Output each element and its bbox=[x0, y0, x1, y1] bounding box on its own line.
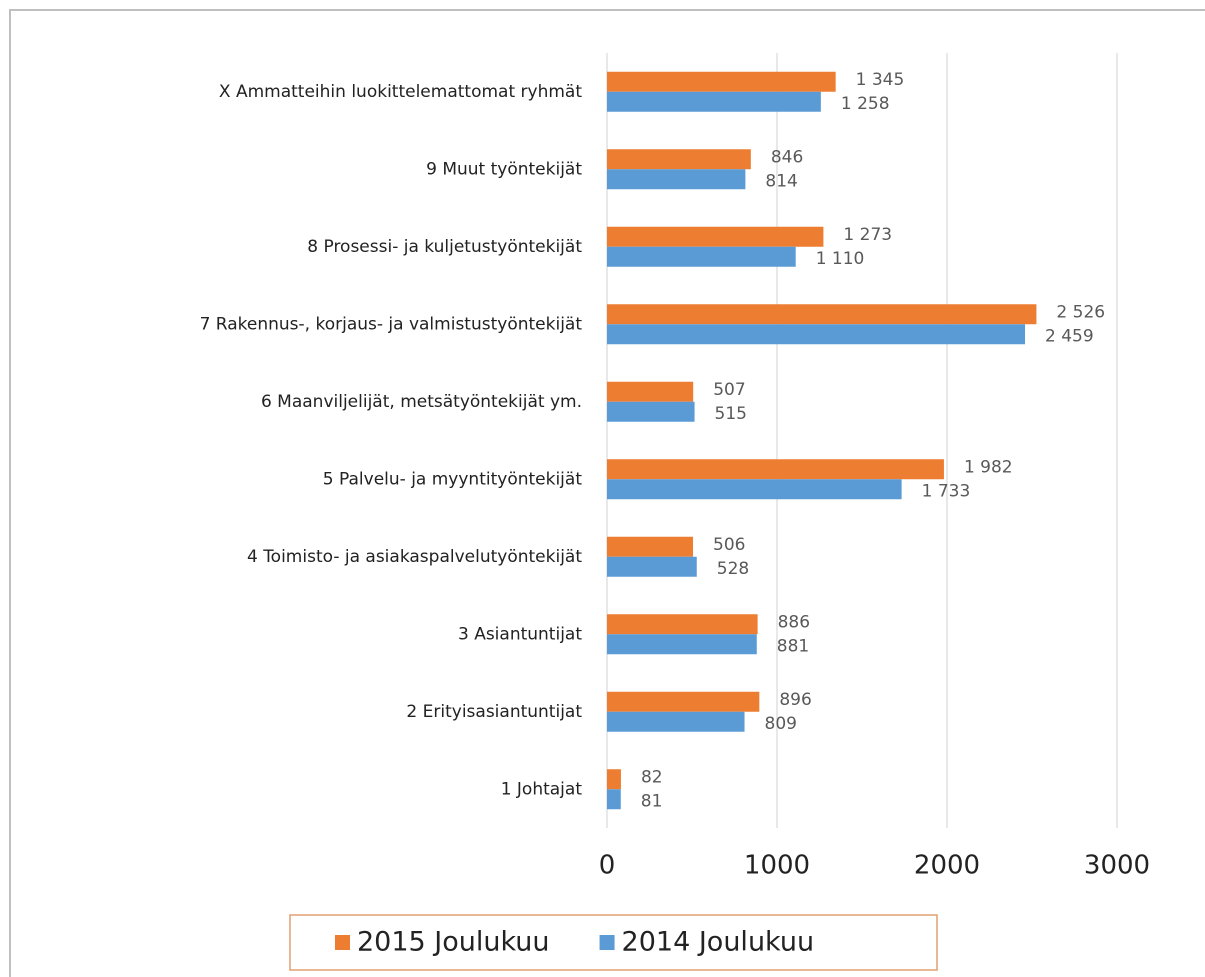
bar bbox=[607, 324, 1026, 345]
bar bbox=[607, 536, 694, 557]
value-label: 2 526 bbox=[1056, 302, 1105, 322]
bar bbox=[607, 401, 695, 422]
x-tick-label: 2000 bbox=[914, 851, 980, 881]
bar bbox=[607, 304, 1037, 325]
value-label: 528 bbox=[717, 559, 749, 579]
value-label: 1 982 bbox=[964, 457, 1013, 477]
legend-label: 2014 Joulukuu bbox=[622, 927, 815, 958]
x-tick-label: 1000 bbox=[744, 851, 810, 881]
bar bbox=[607, 691, 760, 712]
value-label: 809 bbox=[765, 714, 797, 734]
value-label: 1 110 bbox=[816, 249, 865, 269]
bar bbox=[607, 246, 796, 267]
bar bbox=[607, 711, 745, 732]
y-tick-label: 9 Muut työntekijät bbox=[426, 159, 582, 179]
value-label: 1 345 bbox=[856, 70, 905, 90]
legend-label: 2015 Joulukuu bbox=[357, 927, 550, 958]
bar bbox=[607, 556, 697, 577]
value-label: 814 bbox=[765, 171, 797, 191]
value-label: 82 bbox=[641, 767, 663, 787]
x-tick-label: 0 bbox=[599, 851, 616, 881]
bar bbox=[607, 169, 746, 190]
value-label: 81 bbox=[641, 791, 663, 811]
bar bbox=[607, 634, 757, 655]
value-label: 1 273 bbox=[843, 225, 892, 245]
y-tick-label: 1 Johtajat bbox=[501, 779, 583, 799]
bar bbox=[607, 91, 821, 112]
bar bbox=[607, 149, 751, 170]
y-tick-label: 7 Rakennus-, korjaus- ja valmistustyönte… bbox=[200, 314, 583, 334]
value-label: 507 bbox=[713, 380, 745, 400]
y-tick-label: X Ammatteihin luokittelemattomat ryhmät bbox=[219, 82, 582, 102]
value-label: 881 bbox=[777, 636, 809, 656]
y-tick-label: 2 Erityisasiantuntijat bbox=[406, 702, 582, 722]
y-tick-label: 6 Maanviljelijät, metsätyöntekijät ym. bbox=[261, 392, 582, 412]
value-label: 846 bbox=[771, 147, 803, 167]
bar bbox=[607, 459, 944, 480]
value-label: 1 733 bbox=[922, 481, 971, 501]
value-label: 1 258 bbox=[841, 94, 890, 114]
value-label: 2 459 bbox=[1045, 326, 1094, 346]
bar bbox=[607, 789, 621, 810]
y-tick-label: 5 Palvelu- ja myyntityöntekijät bbox=[323, 469, 583, 489]
x-tick-label: 3000 bbox=[1084, 851, 1150, 881]
y-tick-label: 8 Prosessi- ja kuljetustyöntekijät bbox=[307, 237, 582, 257]
bar bbox=[607, 614, 758, 635]
legend-swatch bbox=[599, 935, 615, 950]
value-label: 506 bbox=[713, 535, 745, 555]
y-tick-label: 4 Toimisto- ja asiakaspalvelutyöntekijät bbox=[247, 547, 582, 567]
value-label: 896 bbox=[779, 690, 811, 710]
bar bbox=[607, 71, 836, 92]
value-label: 515 bbox=[715, 404, 747, 424]
y-tick-label: 3 Asiantuntijat bbox=[458, 624, 582, 644]
bar bbox=[607, 381, 694, 402]
bar bbox=[607, 769, 621, 790]
value-label: 886 bbox=[778, 612, 810, 632]
bar bbox=[607, 479, 902, 500]
bar bbox=[607, 226, 824, 247]
legend-swatch bbox=[335, 935, 350, 950]
